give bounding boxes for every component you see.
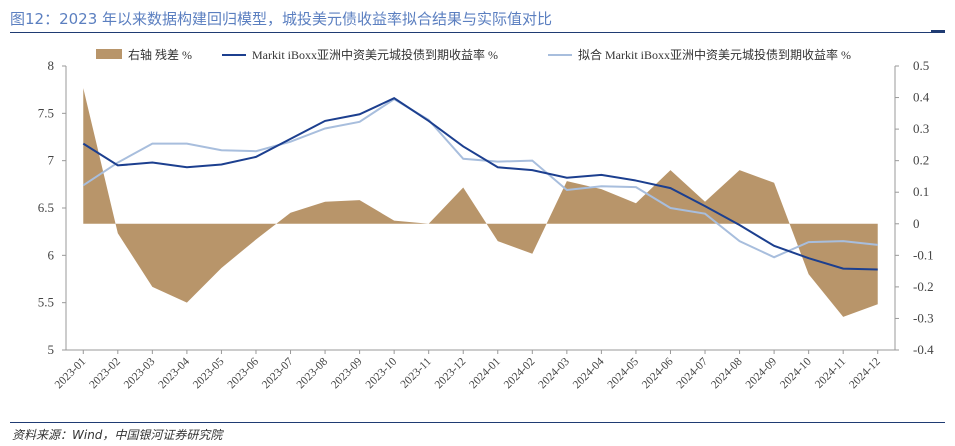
fitted-yield-line — [82, 97, 878, 259]
left-tick-label: 8 — [48, 58, 55, 73]
x-tick-label: 2024-07 — [675, 355, 711, 391]
x-tick-label: 2023-08 — [295, 355, 331, 391]
right-tick-label: 0.5 — [913, 58, 929, 73]
x-tick-label: 2023-04 — [156, 355, 192, 391]
right-tick-label: -0.1 — [913, 247, 934, 262]
x-tick-label: 2023-02 — [87, 355, 123, 391]
right-tick-label: 0 — [913, 216, 920, 231]
x-tick-label: 2023-11 — [399, 355, 434, 390]
left-tick-label: 5.5 — [38, 295, 54, 310]
source-note: 资料来源：Wind，中国银河证券研究院 — [12, 428, 223, 442]
chart-title: 图12：2023 年以来数据构建回归模型，城投美元债收益率拟合结果与实际值对比 — [10, 10, 553, 28]
legend-label-actual: Markit iBoxx亚洲中资美元城投债到期收益率 % — [252, 47, 498, 62]
x-tick-label: 2024-12 — [847, 355, 883, 391]
right-tick-label: 0.1 — [913, 184, 929, 199]
x-tick-label: 2023-06 — [226, 355, 262, 391]
legend: 右轴 残差 % Markit iBoxx亚洲中资美元城投债到期收益率 % 拟合 Ma… — [96, 47, 851, 62]
right-tick-label: -0.4 — [913, 342, 934, 357]
x-tick-label: 2023-01 — [53, 355, 89, 391]
right-tick-label: -0.3 — [913, 310, 934, 325]
plot-area — [82, 88, 878, 317]
x-tick-label: 2024-01 — [467, 355, 503, 391]
x-tick-label: 2024-03 — [536, 355, 572, 391]
x-tick-label: 2023-07 — [260, 355, 296, 391]
x-tick-label: 2024-04 — [571, 355, 607, 391]
x-tick-label: 2024-11 — [813, 355, 848, 390]
x-tick-label: 2024-02 — [502, 355, 538, 391]
right-tick-label: 0.2 — [913, 153, 929, 168]
left-tick-label: 6.5 — [38, 200, 54, 215]
x-tick-label: 2024-09 — [744, 355, 780, 391]
left-tick-label: 7.5 — [38, 105, 54, 120]
x-tick-label: 2023-12 — [433, 355, 469, 391]
title-rule — [10, 32, 945, 33]
legend-swatch-residual — [96, 49, 122, 59]
actual-yield-line — [82, 97, 878, 271]
x-tick-label: 2024-10 — [778, 355, 814, 391]
x-tick-label: 2023-09 — [329, 355, 365, 391]
x-tick-label: 2023-05 — [191, 355, 227, 391]
x-tick-label: 2024-06 — [640, 355, 676, 391]
footer-rule — [10, 422, 945, 423]
x-tick-label: 2024-05 — [605, 355, 641, 391]
x-tick-label: 2024-08 — [709, 355, 745, 391]
right-tick-label: -0.2 — [913, 279, 934, 294]
left-tick-label: 6 — [48, 247, 55, 262]
legend-label-fitted: 拟合 Markit iBoxx亚洲中资美元城投债到期收益率 % — [578, 47, 851, 62]
legend-label-residual: 右轴 残差 % — [128, 47, 192, 62]
right-tick-label: 0.3 — [913, 121, 929, 136]
title-rule-accent — [931, 30, 945, 32]
residual-area — [83, 88, 878, 317]
x-tick-label: 2023-10 — [364, 355, 400, 391]
x-tick-label: 2023-03 — [122, 355, 158, 391]
right-tick-label: 0.4 — [913, 90, 930, 105]
left-tick-label: 7 — [48, 153, 55, 168]
left-tick-label: 5 — [48, 342, 55, 357]
